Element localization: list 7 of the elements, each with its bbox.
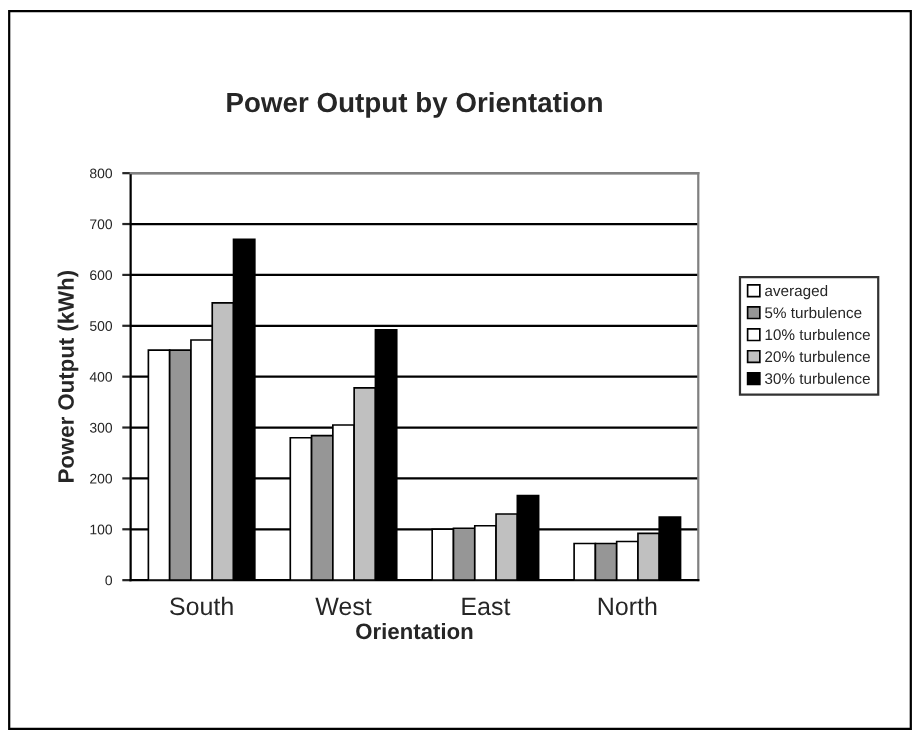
x-tick-label: North	[598, 596, 657, 616]
chart-title: Power Output by Orientation	[227, 91, 602, 118]
x-tick-label: East	[462, 597, 511, 616]
x-tick-label: West	[315, 597, 372, 616]
x-axis-title: Orientation	[356, 622, 473, 640]
y-axis-title: Power Output (kWh)	[57, 270, 79, 482]
x-tick-label: South	[170, 596, 233, 616]
